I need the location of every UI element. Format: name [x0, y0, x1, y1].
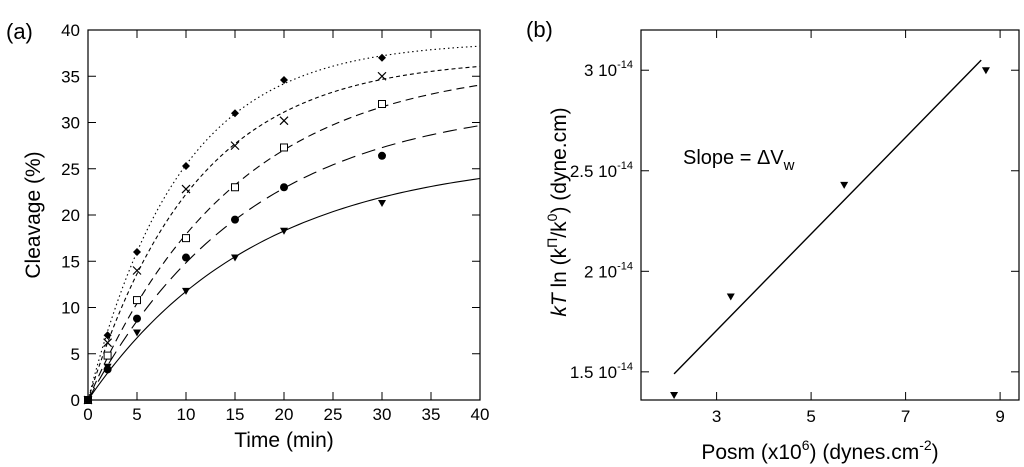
x-tick-label: 5: [806, 407, 815, 426]
x-tick-label: 0: [83, 405, 92, 424]
x-tick-label: 7: [901, 407, 910, 426]
x-tick-label: 40: [471, 405, 490, 424]
x-tick-label: 9: [995, 407, 1004, 426]
y-tick-label: 2 10-14: [584, 260, 633, 281]
y-tick-label: 25: [61, 160, 80, 179]
data-point-series-5: [133, 329, 141, 337]
fit-curve-2: [87, 65, 481, 401]
panel-a: (a) 0 5 10 15 20 25 30 35 40 0 5 10 15 20 25 30 35 40 Ti…: [6, 19, 489, 452]
data-point: [981, 67, 990, 75]
panel-a-y-ticks: 0 5 10 15 20 25 30 35 40: [61, 21, 480, 410]
x-tick-label: 3: [712, 407, 721, 426]
data-point-series-2: [132, 266, 142, 275]
data-point-series-4: [182, 253, 190, 262]
data-point-series-1: [231, 109, 239, 118]
panel-b-y-ticks: 1.5 10-14 2 10-14 2.5 10-14 3 10-14: [570, 59, 1019, 382]
data-point-series-2: [377, 71, 387, 81]
panel-a-fit-curves: [87, 45, 481, 401]
data-point-series-2: [279, 116, 289, 126]
data-point-series-2: [230, 141, 240, 151]
data-point-series-1: [280, 75, 288, 84]
y-tick-label: 10: [61, 299, 80, 318]
panel-a-data-points: [83, 53, 387, 405]
data-point-series-3: [231, 183, 239, 192]
x-tick-label: 15: [226, 405, 245, 424]
fit-curve-3: [87, 84, 481, 401]
data-point: [726, 293, 735, 301]
data-point-series-5: [378, 199, 386, 207]
data-point-series-4: [231, 215, 239, 224]
panel-b-y-axis-title: kT ln (kΠ/k0) (dyne.cm): [544, 107, 571, 316]
panel-a-frame: [87, 29, 481, 401]
panel-a-x-ticks: 0 5 10 15 20 25 30 35 40: [83, 30, 489, 424]
data-point-series-2: [181, 184, 191, 194]
panel-a-x-axis-title: Time (min): [234, 429, 334, 452]
x-tick-label: 20: [275, 405, 294, 424]
x-tick-label: 30: [373, 405, 392, 424]
data-point-series-1: [103, 331, 112, 340]
y-tick-label: 35: [61, 67, 80, 86]
data-point-series-5: [84, 397, 92, 404]
data-point-series-2: [103, 338, 113, 348]
data-point-series-5: [231, 254, 239, 262]
fit-curve-5: [87, 177, 481, 401]
data-point-series-3: [182, 234, 190, 243]
data-point-series-3: [280, 143, 288, 152]
y-tick-label: 1.5 10-14: [570, 361, 633, 382]
fit-curve-4: [87, 125, 481, 401]
data-point-series-1: [133, 248, 141, 256]
x-tick-label: 25: [324, 405, 343, 424]
panel-a-label: (a): [6, 19, 33, 44]
y-tick-label: 15: [61, 252, 80, 271]
x-tick-label: 35: [422, 405, 441, 424]
y-tick-label: 40: [61, 21, 80, 40]
panel-a-y-axis-title: Cleavage (%): [22, 151, 45, 278]
y-tick-label: 5: [71, 345, 80, 364]
data-point-series-3: [133, 296, 141, 305]
data-point-series-4: [133, 314, 141, 323]
data-point-series-3: [103, 351, 112, 360]
x-tick-label: 10: [177, 405, 196, 424]
data-point: [670, 391, 679, 399]
x-tick-label: 5: [132, 405, 141, 424]
y-tick-label: 30: [61, 114, 80, 133]
panel-b-frame: [640, 29, 1020, 401]
panel-b-label: (b): [526, 17, 553, 42]
data-point-series-5: [103, 363, 112, 371]
panel-b: (b) 3 5 7 9 1.5 10-14 2 10-14 2.5 10-14 3 10-1…: [526, 17, 1020, 464]
y-tick-label: 2.5 10-14: [570, 160, 633, 181]
y-tick-label: 3 10-14: [584, 59, 633, 80]
panel-b-slope-annotation: Slope = ΔVw: [683, 147, 795, 174]
data-point-series-1: [182, 161, 190, 170]
data-point-series-4: [378, 151, 386, 160]
data-point: [840, 181, 849, 189]
panel-b-x-axis-title: Posm (x106) (dynes.cm-2): [701, 437, 938, 464]
data-point-series-5: [182, 287, 190, 295]
panel-b-fit-line: [673, 59, 982, 375]
data-point-series-4: [280, 183, 288, 192]
y-tick-label: 20: [61, 206, 80, 225]
data-point-series-5: [280, 227, 288, 235]
data-point-series-1: [378, 53, 386, 62]
fit-curve-1: [87, 45, 481, 401]
data-point-series-3: [378, 100, 386, 108]
y-tick-label: 0: [71, 391, 80, 410]
panel-b-x-ticks: 3 5 7 9: [712, 30, 1005, 426]
panel-b-data-points: [670, 67, 990, 399]
